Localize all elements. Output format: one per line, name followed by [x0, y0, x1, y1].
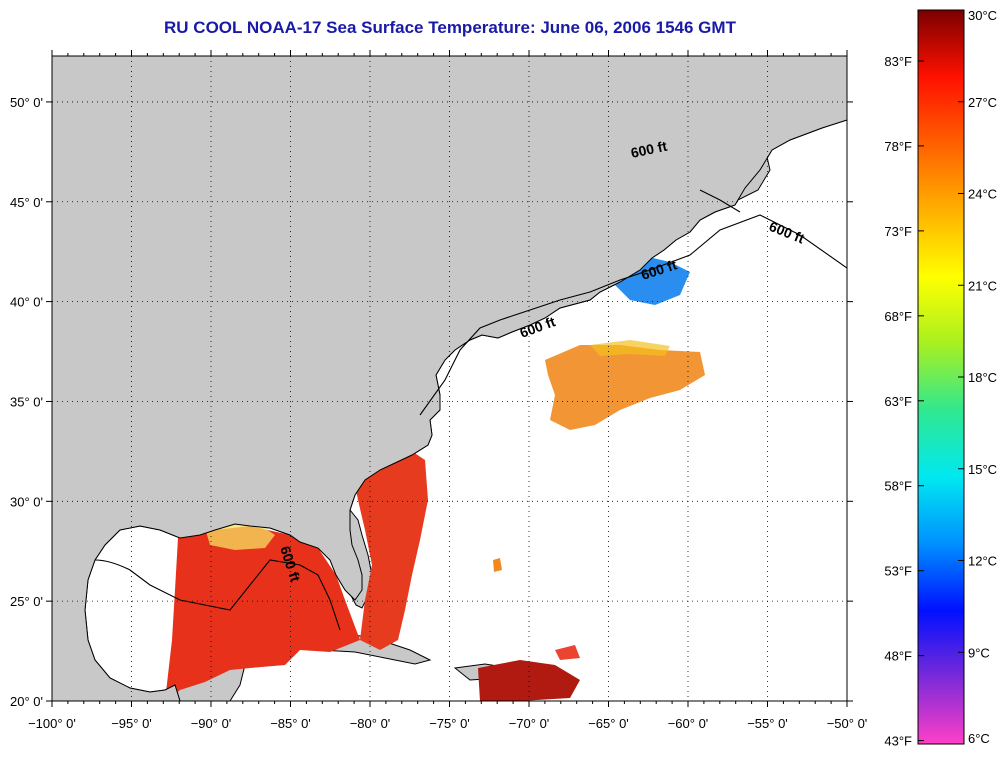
gulf-coast-yellow-band: [205, 522, 275, 550]
colorbar-label-c-3: 21°C: [968, 278, 997, 293]
colorbar-label-c-2: 24°C: [968, 187, 997, 202]
map-layers: 600 ft 600 ft 600 ft 600 ft 600 ft: [52, 56, 847, 701]
colorbar-label-f-3: 68°F: [884, 309, 912, 324]
lat-label-3: 35° 0': [10, 394, 43, 409]
lon-label-10: −50° 0': [827, 716, 868, 731]
lat-label-1: 25° 0': [10, 594, 43, 609]
lat-label-4: 40° 0': [10, 295, 43, 310]
colorbar-label-c-8: 6°C: [968, 731, 990, 746]
colorbar-label-f-4: 63°F: [884, 394, 912, 409]
colorbar-fahrenheit-labels: 83°F 78°F 73°F 68°F 63°F 58°F 53°F 48°F 43°F: [884, 54, 912, 749]
lon-label-4: −80° 0': [350, 716, 391, 731]
lon-label-8: −60° 0': [668, 716, 709, 731]
colorbar-label-c-6: 12°C: [968, 554, 997, 569]
colorbar-label-c-1: 27°C: [968, 95, 997, 110]
caribbean-sst: [478, 660, 580, 701]
lat-label-0: 20° 0': [10, 694, 43, 709]
lat-label-6: 50° 0': [10, 95, 43, 110]
colorbar-label-c-7: 9°C: [968, 645, 990, 660]
lon-label-3: −85° 0': [270, 716, 311, 731]
lon-label-5: −75° 0': [429, 716, 470, 731]
colorbar-label-f-7: 48°F: [884, 649, 912, 664]
colorbar-bar: [917, 9, 965, 745]
lon-label-7: −65° 0': [588, 716, 629, 731]
map-title: RU COOL NOAA-17 Sea Surface Temperature:…: [164, 18, 736, 37]
colorbar-celsius-labels: 30°C 27°C 24°C 21°C 18°C 15°C 12°C 9°C 6°C: [968, 8, 997, 746]
caribbean-sst-speck: [555, 645, 580, 660]
isobath-600ft: [94, 189, 847, 631]
colorbar-label-c-4: 18°C: [968, 370, 997, 385]
lat-label-5: 45° 0': [10, 195, 43, 210]
lon-axis-labels: −100° 0' −95° 0' −90° 0' −85° 0' −80° 0' −75°…: [28, 716, 867, 731]
lon-label-0: −100° 0': [28, 716, 76, 731]
lon-label-6: −70° 0': [509, 716, 550, 731]
mid-atlantic-speck: [493, 558, 502, 572]
tick-marks: [46, 50, 853, 707]
lon-label-9: −55° 0': [747, 716, 788, 731]
lat-axis-labels: 20° 0' 25° 0' 30° 0' 35° 0' 40° 0' 45° 0' 50° …: [10, 95, 43, 709]
colorbar-label-c-5: 15°C: [968, 462, 997, 477]
colorbar-label-c-0: 30°C: [968, 8, 997, 23]
colorbar-label-f-5: 58°F: [884, 479, 912, 494]
lat-label-2: 30° 0': [10, 494, 43, 509]
colorbar-label-f-1: 78°F: [884, 139, 912, 154]
contour-label-st-lawrence: 600 ft: [629, 138, 668, 161]
colorbar-label-f-0: 83°F: [884, 54, 912, 69]
colorbar-ticks: [918, 9, 964, 745]
sargasso-sst-orange: [545, 345, 705, 430]
colorbar-label-f-8: 43°F: [884, 734, 912, 749]
gulf-of-mexico-sst: [165, 526, 360, 701]
colorbar-label-f-6: 53°F: [884, 564, 912, 579]
colorbar: 30°C 27°C 24°C 21°C 18°C 15°C 12°C 9°C 6°C 83°F 7…: [884, 8, 997, 749]
sargasso-sst-yellow-fringe: [590, 340, 670, 356]
gulf-stream-sst: [352, 450, 428, 650]
map-panel[interactable]: 600 ft 600 ft 600 ft 600 ft 600 ft: [46, 50, 853, 707]
lon-label-1: −95° 0': [111, 716, 152, 731]
lon-label-2: −90° 0': [191, 716, 232, 731]
colorbar-label-f-2: 73°F: [884, 224, 912, 239]
